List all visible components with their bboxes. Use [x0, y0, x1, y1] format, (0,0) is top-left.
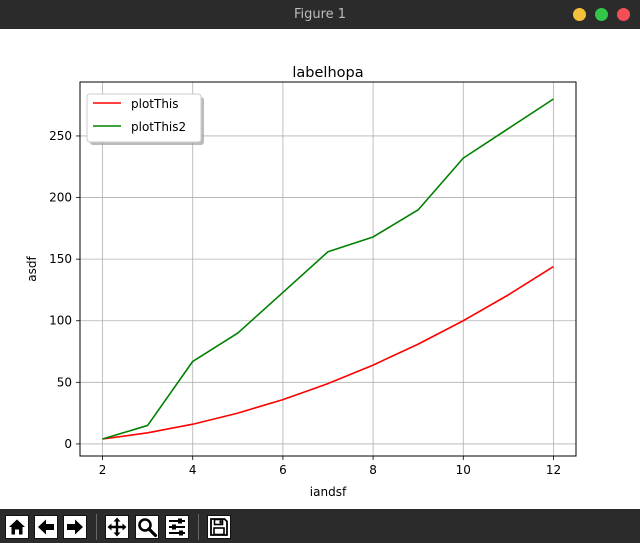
y-tick-label: 100 [49, 314, 72, 328]
save-button[interactable] [207, 515, 231, 539]
back-button[interactable] [34, 515, 58, 539]
home-icon [9, 519, 25, 535]
home-button[interactable] [5, 515, 29, 539]
axes-frame [79, 81, 577, 457]
sliders-icon [169, 518, 185, 536]
move-icon [107, 517, 127, 537]
y-tick-label: 150 [49, 252, 72, 266]
y-tick-label: 50 [57, 375, 72, 389]
navigation-toolbar [0, 509, 640, 543]
x-tick-label: 2 [99, 463, 107, 477]
arrow-right-icon [67, 519, 83, 535]
legend-box [86, 93, 202, 143]
figure-canvas: 2 4 6 8 10 12 0 50 100 150 200 250 labelhopa iandsf… [0, 29, 640, 509]
legend-label-plotthis: plotThis [131, 97, 179, 111]
x-tick-label: 6 [279, 463, 287, 477]
pan-button[interactable] [105, 515, 129, 539]
y-axis-label: asdf [25, 256, 39, 282]
window-title: Figure 1 [293, 7, 347, 22]
x-tick-label: 8 [369, 463, 377, 477]
maximize-button[interactable] [595, 8, 608, 21]
forward-button[interactable] [63, 515, 87, 539]
window-titlebar: Figure 1 [0, 0, 640, 29]
series-line-plotthis2 [102, 98, 554, 440]
grid-lines [80, 82, 576, 456]
series-lines [102, 98, 554, 440]
floppy-disk-icon [210, 518, 228, 536]
legend: plotThis plotThis2 [86, 93, 204, 145]
close-button[interactable] [617, 8, 630, 21]
chart-title: labelhopa [292, 65, 363, 81]
y-tick-label: 250 [49, 129, 72, 143]
series-line-plotthis [102, 265, 554, 440]
arrow-left-icon [38, 519, 54, 535]
legend-label-plotthis2: plotThis2 [131, 120, 186, 134]
zoom-button[interactable] [135, 515, 159, 539]
x-tick-label: 4 [189, 463, 197, 477]
x-axis-label: iandsf [310, 485, 347, 499]
axis-ticks: 2 4 6 8 10 12 0 50 100 150 200 250 [49, 129, 561, 477]
x-tick-label: 10 [456, 463, 471, 477]
line-chart: 2 4 6 8 10 12 0 50 100 150 200 250 labelhopa iandsf… [25, 65, 577, 499]
y-tick-label: 200 [49, 191, 72, 205]
x-tick-label: 12 [546, 463, 561, 477]
y-tick-label: 0 [64, 437, 72, 451]
toolbar-separator [96, 514, 97, 540]
toolbar-separator [198, 514, 199, 540]
configure-subplots-button[interactable] [165, 515, 189, 539]
minimize-button[interactable] [573, 8, 586, 21]
magnifier-icon [138, 518, 158, 538]
